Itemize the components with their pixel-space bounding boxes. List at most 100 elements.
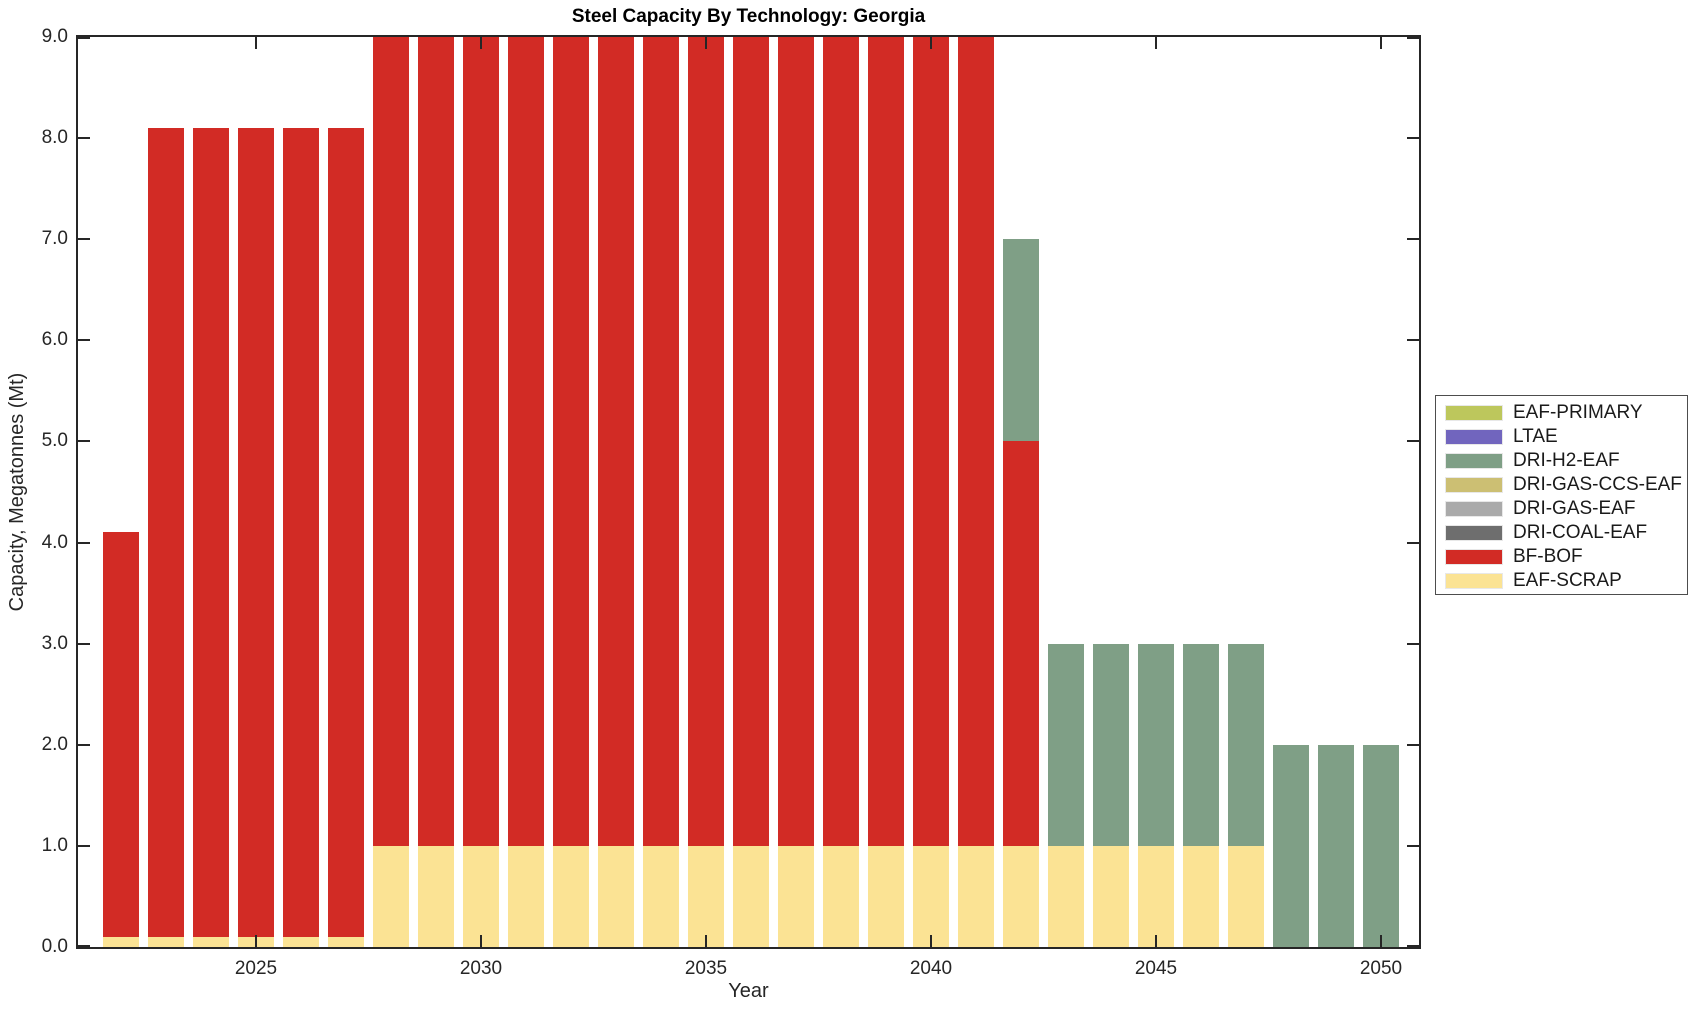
bar-segment-eaf-scrap [508,845,544,947]
bar-segment-bf-bof [733,37,769,846]
bar-segment-eaf-scrap [913,845,949,947]
y-tick-mark [1407,541,1419,544]
legend-label: DRI-GAS-EAF [1513,498,1636,519]
bar-segment-eaf-scrap [103,936,139,947]
bar-segment-bf-bof [148,128,184,937]
bar-2047 [1228,37,1264,947]
bar-segment-eaf-scrap [328,936,364,947]
y-tick-label: 9.0 [41,26,68,47]
bar-segment-eaf-scrap [598,845,634,947]
bar-segment-eaf-scrap [283,936,319,947]
legend-swatch-dri-coal-eaf [1445,525,1503,541]
bar-segment-bf-bof [283,128,319,937]
bar-segment-eaf-scrap [553,845,589,947]
bar-segment-eaf-scrap [148,936,184,947]
bar-2042 [1003,37,1039,947]
x-axis-label: Year [728,980,769,1002]
y-tick-mark [78,844,90,847]
y-tick-label: 1.0 [41,834,68,856]
legend-item-ltae: LTAE [1445,425,1687,449]
y-tick-mark [78,642,90,645]
y-tick-mark [1407,440,1419,443]
y-tick-label: 8.0 [41,127,68,149]
x-tick-mark [1155,935,1157,947]
x-tick-mark [480,935,482,947]
legend-item-dri-gas-eaf: DRI-GAS-EAF [1445,497,1687,521]
y-tick-mark [78,37,90,39]
bar-2044 [1093,37,1129,947]
bar-2032 [553,37,589,947]
bar-segment-eaf-scrap [1228,845,1264,947]
bar-segment-bf-bof [553,37,589,846]
bar-segment-dri-h2-eaf [1138,643,1174,846]
bar-segment-bf-bof [1003,441,1039,846]
bar-segment-bf-bof [238,128,274,937]
bar-segment-dri-h2-eaf [1363,744,1399,947]
bar-2037 [778,37,814,947]
x-tick-mark [1155,37,1157,49]
bar-segment-dri-h2-eaf [1048,643,1084,846]
legend-label: DRI-H2-EAF [1513,450,1620,471]
y-tick-mark [1407,137,1419,140]
legend-swatch-dri-h2-eaf [1445,453,1503,469]
bar-segment-eaf-scrap [688,845,724,947]
bar-segment-bf-bof [643,37,679,846]
bar-segment-bf-bof [778,37,814,846]
y-tick-label: 7.0 [41,228,68,250]
x-tick-mark [1380,37,1382,49]
bar-segment-bf-bof [418,37,454,846]
y-tick-mark [1407,743,1419,746]
bar-2022 [103,37,139,947]
bar-2046 [1183,37,1219,947]
legend-swatch-dri-gas-eaf [1445,501,1503,517]
x-tick-mark [930,37,932,49]
legend-item-dri-h2-eaf: DRI-H2-EAF [1445,449,1687,473]
legend-item-eaf-primary: EAF-PRIMARY [1445,401,1687,425]
x-tick-label: 2045 [1134,958,1178,979]
bar-2049 [1318,37,1354,947]
y-tick-mark [78,238,90,241]
legend-label: EAF-PRIMARY [1513,402,1643,423]
y-tick-mark [78,945,90,947]
bar-2035 [688,37,724,947]
bar-segment-eaf-scrap [1003,845,1039,947]
bar-2034 [643,37,679,947]
bar-segment-eaf-scrap [193,936,229,947]
bar-segment-eaf-scrap [958,845,994,947]
bar-segment-eaf-scrap [778,845,814,947]
bar-segment-eaf-scrap [1183,845,1219,947]
bar-2038 [823,37,859,947]
legend: EAF-PRIMARY LTAE DRI-H2-EAF DRI-GAS-CCS-EAF… [1435,395,1688,595]
y-tick-mark [78,339,90,342]
bar-segment-eaf-scrap [418,845,454,947]
bar-segment-bf-bof [823,37,859,846]
plot-inner [78,37,1419,947]
x-tick-mark [930,935,932,947]
legend-label: BF-BOF [1513,546,1583,567]
legend-swatch-eaf-primary [1445,405,1503,421]
x-tick-mark [705,935,707,947]
legend-item-dri-coal-eaf: DRI-COAL-EAF [1445,521,1687,545]
bar-segment-bf-bof [373,37,409,846]
y-tick-label: 2.0 [41,733,68,755]
bar-2023 [148,37,184,947]
bar-2043 [1048,37,1084,947]
plot-area [76,35,1421,949]
bar-segment-eaf-scrap [643,845,679,947]
bar-segment-eaf-scrap [868,845,904,947]
bar-segment-eaf-scrap [463,845,499,947]
y-tick-mark [78,137,90,140]
legend-item-bf-bof: BF-BOF [1445,545,1687,569]
bar-segment-bf-bof [328,128,364,937]
x-tick-mark [705,37,707,49]
x-tick-mark [255,37,257,49]
bar-2027 [328,37,364,947]
bar-2036 [733,37,769,947]
bar-segment-bf-bof [103,532,139,937]
x-tick-label: 2040 [909,958,953,979]
legend-item-eaf-scrap: EAF-SCRAP [1445,569,1687,593]
y-tick-mark [78,440,90,443]
bar-segment-bf-bof [193,128,229,937]
x-tick-mark [1380,935,1382,947]
